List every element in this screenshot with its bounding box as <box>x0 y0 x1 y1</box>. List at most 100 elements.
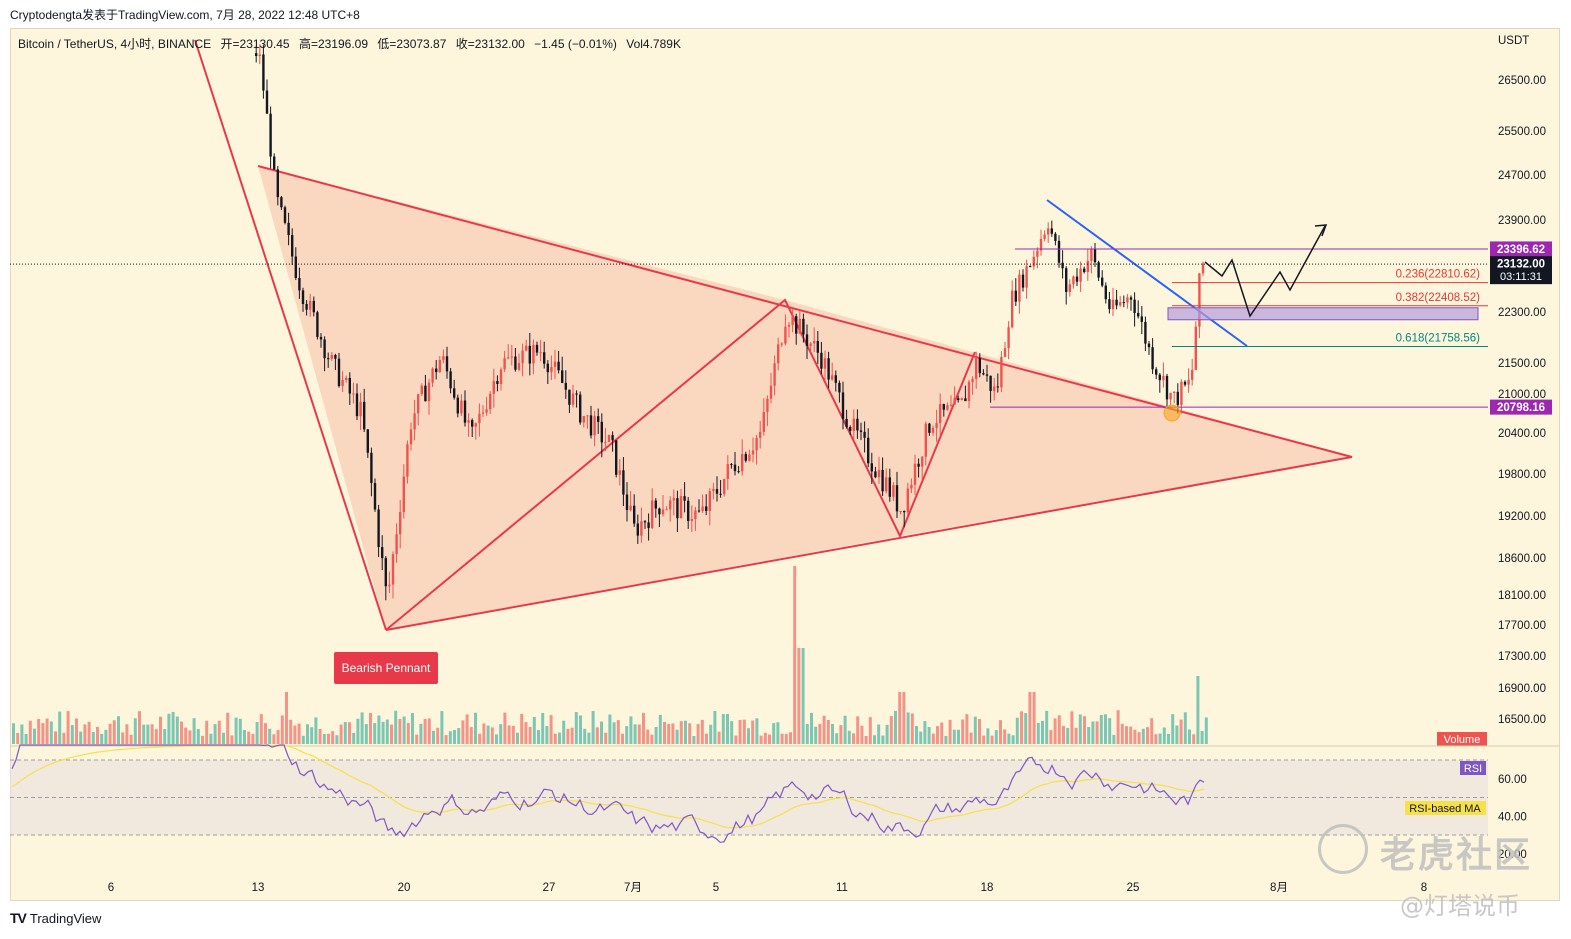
volume-bar <box>755 718 759 744</box>
volume-bar <box>121 732 125 744</box>
volume-bar <box>1015 717 1019 744</box>
candle-body <box>485 409 488 413</box>
candle-body <box>701 506 704 511</box>
candle-body <box>384 558 387 587</box>
candle-body <box>330 354 333 359</box>
candle-body <box>867 437 870 464</box>
volume-bar <box>1020 711 1023 744</box>
volume-bar <box>721 714 725 744</box>
volume-bar <box>486 725 490 744</box>
volume-bar <box>574 712 578 744</box>
volume-bar <box>784 733 788 744</box>
volume-bar <box>154 729 158 744</box>
volume-bar <box>33 728 36 744</box>
candle-body <box>1173 391 1176 394</box>
candle-body <box>820 352 823 369</box>
time-axis: 6 13 20 27 7月 5 11 18 25 8月 8 <box>108 882 1427 894</box>
low-value: 低=23073.87 <box>377 37 447 51</box>
candle-body <box>651 500 654 529</box>
volume-bar <box>1154 734 1158 744</box>
volume-bar <box>167 713 171 744</box>
candle-body <box>697 510 701 512</box>
candle-body <box>417 394 420 414</box>
volume-bar <box>1049 730 1053 744</box>
candle-body <box>1122 302 1125 304</box>
candle-body <box>499 369 503 385</box>
candle-body <box>366 429 369 453</box>
volume-bar <box>1116 710 1120 744</box>
volume-bar <box>894 710 897 744</box>
candle-body <box>942 404 945 410</box>
volume-bar <box>335 735 339 744</box>
volume-bar <box>579 715 582 744</box>
volume-bar <box>658 714 662 744</box>
volume-bar <box>881 735 885 744</box>
price-tick-label: 18100.00 <box>1498 590 1546 602</box>
candle-body <box>316 312 319 337</box>
candle-body <box>348 377 351 394</box>
candle-body <box>935 423 938 428</box>
volume-bar <box>986 728 990 744</box>
rsi-label-box <box>1460 761 1486 775</box>
volume-bar <box>511 725 515 744</box>
volume-bar <box>100 733 104 744</box>
candle-body <box>971 378 974 382</box>
candle-body <box>352 393 355 395</box>
candle-body <box>755 437 758 451</box>
price-tick-label: 18600.00 <box>1498 553 1546 565</box>
bounce-marker <box>1163 404 1181 422</box>
price-tick-label: 22300.00 <box>1498 307 1546 319</box>
volume-bar <box>583 728 587 744</box>
volume-bar <box>469 727 473 744</box>
volume-bar <box>465 714 469 744</box>
price-tick-label: 26500.00 <box>1498 75 1546 87</box>
candle-body <box>780 343 783 345</box>
volume-bar <box>982 735 986 744</box>
candle-body <box>690 519 693 521</box>
candle-body <box>1054 233 1057 241</box>
candle-body <box>1065 268 1068 292</box>
volume-bar <box>339 724 343 744</box>
volume-bar <box>805 724 809 744</box>
volume-bar <box>390 724 393 744</box>
candle-body <box>395 534 398 555</box>
volume-bar <box>1104 714 1107 744</box>
candle-body <box>528 345 531 364</box>
high-value: 高=23196.09 <box>298 37 368 51</box>
candle-body <box>719 493 722 495</box>
candle-body <box>1140 316 1143 322</box>
volume-bar <box>184 727 188 744</box>
price-tick-label: 17700.00 <box>1498 620 1546 632</box>
candle-body <box>381 547 384 559</box>
candle-body <box>496 381 499 385</box>
volume-bar <box>217 720 221 744</box>
candle-body <box>1129 297 1133 300</box>
community-watermark: 老虎社区 @灯塔说币 <box>1318 822 1558 932</box>
candle-body <box>1047 228 1050 235</box>
price-badge-label: 23396.62 <box>1497 244 1545 256</box>
tradingview-text: TradingView <box>29 910 102 926</box>
volume-bar <box>243 730 246 744</box>
candle-body <box>557 361 560 371</box>
volume-bar <box>671 723 675 744</box>
volume-bar <box>713 711 717 744</box>
volume-bar <box>474 712 477 744</box>
volume-bar <box>41 723 45 744</box>
volume-bar <box>864 735 868 744</box>
symbol-label[interactable]: Bitcoin / TetherUS, 4小时, BINANCE <box>18 37 212 51</box>
candle-body <box>906 488 909 513</box>
volume-bar <box>112 720 116 744</box>
candle-body <box>1068 284 1071 292</box>
volume-bar <box>79 731 83 744</box>
candle-body <box>1018 274 1021 302</box>
volume-bar <box>272 734 276 744</box>
candle-body <box>550 366 553 373</box>
candle-body <box>852 418 855 432</box>
tradingview-logo[interactable]: TV TradingView <box>10 910 101 926</box>
volume-bar <box>1099 714 1103 744</box>
candle-body <box>899 510 902 512</box>
volume-bar <box>406 722 410 744</box>
candle-body <box>885 477 888 492</box>
candle-body <box>510 356 513 358</box>
